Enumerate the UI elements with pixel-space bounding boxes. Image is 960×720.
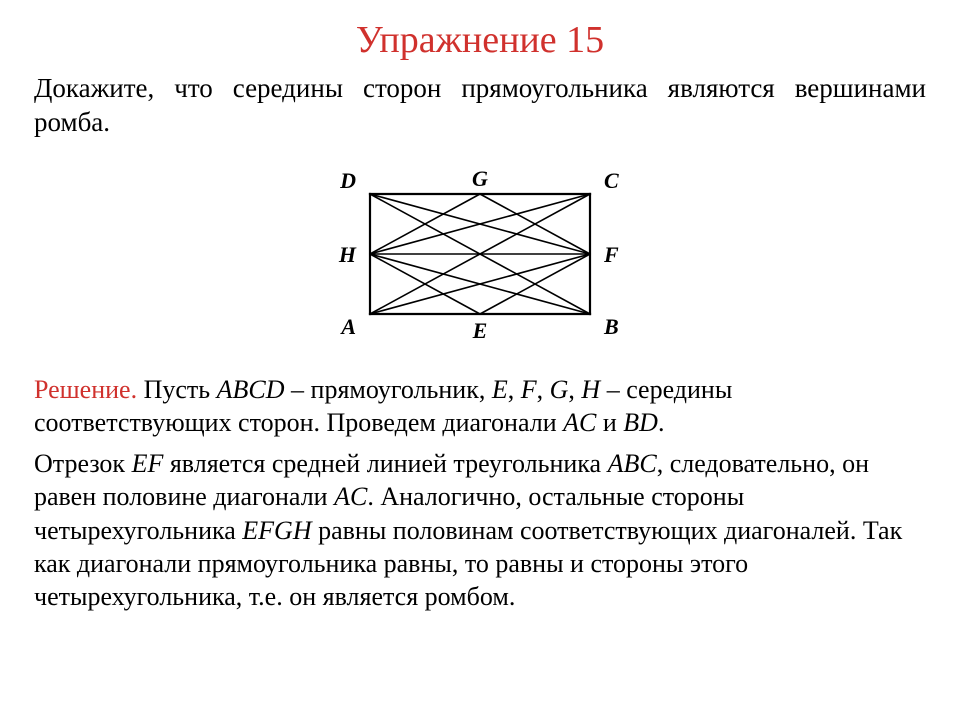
svg-text:H: H bbox=[338, 242, 357, 267]
t: EF bbox=[132, 449, 164, 478]
t: AC bbox=[334, 482, 367, 511]
t: F bbox=[521, 375, 537, 404]
solution-label: Решение. bbox=[34, 375, 137, 404]
t: AC bbox=[563, 408, 596, 437]
t: Пусть bbox=[137, 375, 217, 404]
svg-text:E: E bbox=[472, 318, 488, 343]
t: , bbox=[568, 375, 581, 404]
t: ABCD bbox=[217, 375, 285, 404]
svg-text:F: F bbox=[603, 242, 619, 267]
solution-paragraph-1: Решение. Пусть ABCD – прямоугольник, E, … bbox=[34, 373, 926, 440]
t: . bbox=[658, 408, 665, 437]
t: BD bbox=[623, 408, 658, 437]
t: E bbox=[492, 375, 508, 404]
svg-text:D: D bbox=[339, 168, 356, 193]
svg-text:C: C bbox=[604, 168, 619, 193]
svg-text:B: B bbox=[603, 314, 619, 339]
figure-container: D G C H F A E B bbox=[34, 154, 926, 359]
t: является средней линией треугольника bbox=[163, 449, 607, 478]
t: EFGH bbox=[242, 516, 311, 545]
t: Отрезок bbox=[34, 449, 132, 478]
t: – прямоугольник, bbox=[285, 375, 492, 404]
page-title: Упражнение 15 bbox=[34, 18, 926, 62]
t: , bbox=[508, 375, 521, 404]
geometry-figure: D G C H F A E B bbox=[300, 154, 660, 354]
t: , bbox=[537, 375, 550, 404]
solution-paragraph-2: Отрезок EF является средней линией треуг… bbox=[34, 447, 926, 613]
t: G bbox=[550, 375, 569, 404]
t: H bbox=[581, 375, 600, 404]
svg-text:G: G bbox=[472, 166, 488, 191]
svg-text:A: A bbox=[339, 314, 356, 339]
problem-statement: Докажите, что середины сторон прямоуголь… bbox=[34, 72, 926, 140]
t: ABC bbox=[608, 449, 657, 478]
t: и bbox=[596, 408, 623, 437]
